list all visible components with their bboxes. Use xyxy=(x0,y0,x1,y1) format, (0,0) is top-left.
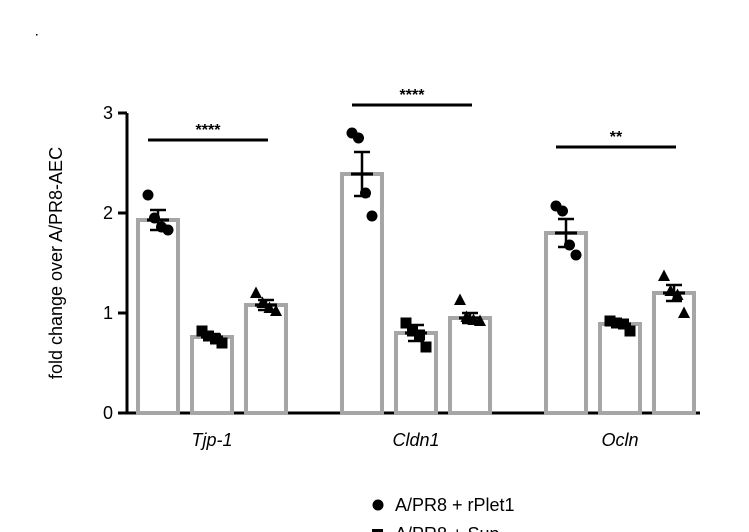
category-labels: Tjp-1 Cldn1 Ocln xyxy=(191,430,638,450)
stray-dot xyxy=(36,34,38,36)
bar xyxy=(544,231,588,415)
data-point-circle xyxy=(142,189,154,201)
data-point-square xyxy=(414,329,425,341)
y-axis-label: fold change over A/PR8-AEC xyxy=(46,147,66,379)
significance-label: **** xyxy=(400,87,426,104)
bar xyxy=(340,172,384,415)
data-point-triangle xyxy=(678,306,690,318)
legend-label-rplet1: A/PR8 + rPlet1 xyxy=(395,495,515,515)
data-point-square xyxy=(216,337,228,349)
data-point-square xyxy=(604,315,616,327)
data-point-circle xyxy=(353,132,364,144)
data-points xyxy=(142,127,690,353)
bar xyxy=(244,303,288,415)
data-point-square xyxy=(196,325,208,337)
data-point-triangle xyxy=(250,286,262,298)
significance-annotations: ********** xyxy=(148,87,676,149)
legend-marker-square xyxy=(372,529,383,532)
y-tick-label: 2 xyxy=(103,203,113,223)
bar xyxy=(136,218,180,415)
data-point-circle xyxy=(557,205,568,217)
data-point-circle xyxy=(570,249,582,261)
data-point-square xyxy=(407,325,418,337)
significance-label: **** xyxy=(196,122,222,139)
data-point-square xyxy=(400,317,412,329)
data-point-square xyxy=(624,325,636,337)
error-bars xyxy=(147,150,685,343)
data-point-square xyxy=(420,341,432,353)
bars xyxy=(136,172,696,415)
legend-item-rplet1: A/PR8 + rPlet1 xyxy=(372,495,515,515)
data-point-triangle xyxy=(270,304,282,316)
data-point-triangle xyxy=(658,269,670,281)
category-label: Tjp-1 xyxy=(191,430,232,450)
y-tick-label: 3 xyxy=(103,103,113,123)
legend-item-sup: A/PR8 + Sup xyxy=(372,524,500,532)
bar xyxy=(598,322,642,415)
y-tick-label: 1 xyxy=(103,303,113,323)
data-point-circle xyxy=(162,224,174,236)
legend: A/PR8 + rPlet1 A/PR8 + Sup xyxy=(372,495,515,532)
data-point-triangle xyxy=(454,293,466,305)
legend-marker-circle xyxy=(372,499,384,511)
bar xyxy=(652,291,696,415)
y-tick-label: 0 xyxy=(103,403,113,423)
data-point-circle xyxy=(366,210,378,222)
category-label: Cldn1 xyxy=(392,430,439,450)
legend-label-sup: A/PR8 + Sup xyxy=(395,524,500,532)
category-label: Ocln xyxy=(601,430,638,450)
bar xyxy=(448,316,492,415)
significance-label: ** xyxy=(610,129,623,146)
